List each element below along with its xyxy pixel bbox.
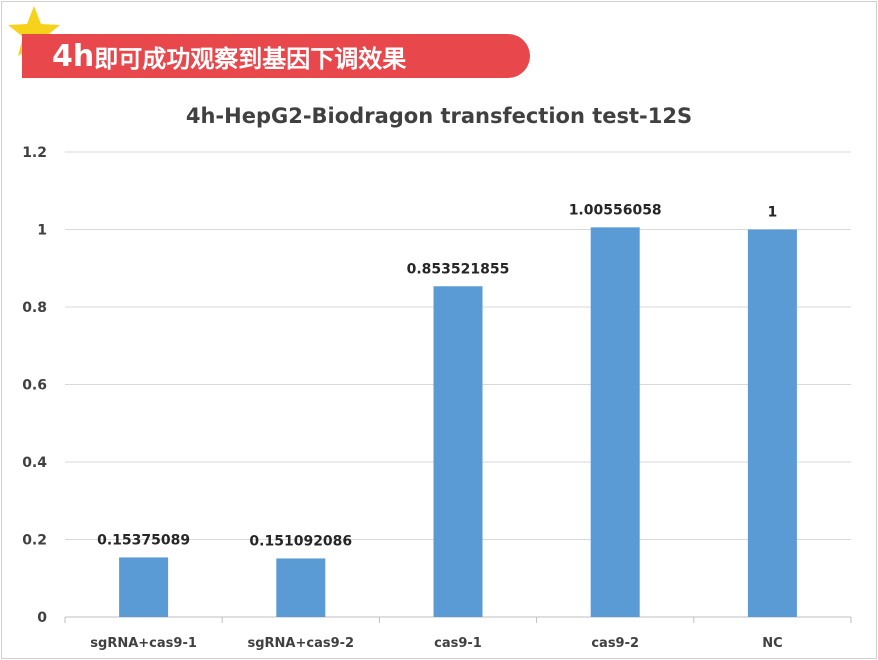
data-label: 1 — [768, 205, 778, 221]
bar-cas9-1 — [433, 286, 483, 617]
headline-banner: 4h 即可成功观察到基因下调效果 — [22, 34, 530, 78]
star-icon — [8, 6, 60, 56]
data-label: 1.00556058 — [569, 202, 662, 218]
data-label: 0.15375089 — [97, 532, 190, 548]
bar-sgrna-cas9-1 — [119, 557, 169, 617]
y-tick-label: 0 — [37, 610, 47, 626]
y-tick-label: 1.2 — [22, 145, 47, 161]
bars — [119, 227, 797, 617]
y-tick-label: 1 — [37, 223, 47, 239]
bar-nc — [747, 229, 797, 617]
x-tick-label: cas9-1 — [434, 636, 482, 651]
y-axis-ticks: 0 0.2 0.4 0.6 0.8 1 1.2 — [22, 145, 47, 626]
banner-text: 即可成功观察到基因下调效果 — [94, 44, 407, 73]
x-tick-label: cas9-2 — [591, 636, 639, 651]
bar-cas9-2 — [590, 227, 640, 617]
data-label: 0.151092086 — [249, 533, 352, 549]
x-axis-ticks: sgRNA+cas9-1 sgRNA+cas9-2 cas9-1 cas9-2 NC — [64, 617, 852, 651]
x-tick-label: sgRNA+cas9-2 — [248, 636, 355, 651]
y-tick-label: 0.2 — [22, 533, 47, 549]
x-tick-label: sgRNA+cas9-1 — [90, 636, 197, 651]
bar-sgrna-cas9-2 — [276, 558, 326, 617]
x-tick-label: NC — [762, 636, 782, 651]
chart-title: 4h-HepG2-Biodragon transfection test-12S — [186, 104, 692, 128]
data-labels: 0.15375089 0.151092086 0.853521855 1.005560… — [97, 202, 777, 549]
banner-highlight: 4h — [52, 38, 95, 74]
y-tick-label: 0.4 — [22, 455, 47, 471]
y-tick-label: 0.8 — [22, 300, 47, 316]
y-tick-label: 0.6 — [22, 378, 47, 394]
data-label: 0.853521855 — [407, 261, 510, 277]
